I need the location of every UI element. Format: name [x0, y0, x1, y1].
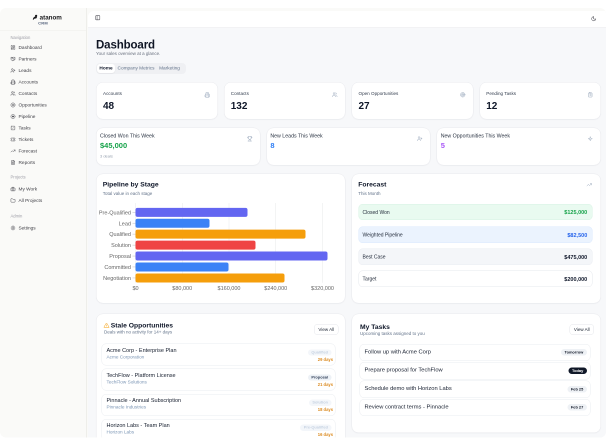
svg-text:Negotiation: Negotiation: [103, 276, 131, 282]
svg-text:Proposal: Proposal: [109, 254, 131, 260]
svg-text:Committed: Committed: [104, 265, 131, 271]
svg-text:$240,000: $240,000: [264, 286, 287, 292]
svg-text:Solution: Solution: [111, 243, 131, 249]
svg-text:$80,000: $80,000: [172, 286, 192, 292]
svg-text:$0: $0: [132, 286, 138, 292]
svg-text:$320,000: $320,000: [311, 286, 334, 292]
svg-text:Qualified: Qualified: [109, 232, 131, 238]
svg-text:$160,000: $160,000: [218, 286, 241, 292]
svg-text:Lead: Lead: [119, 221, 131, 227]
svg-text:Pre-Qualified: Pre-Qualified: [99, 210, 131, 216]
